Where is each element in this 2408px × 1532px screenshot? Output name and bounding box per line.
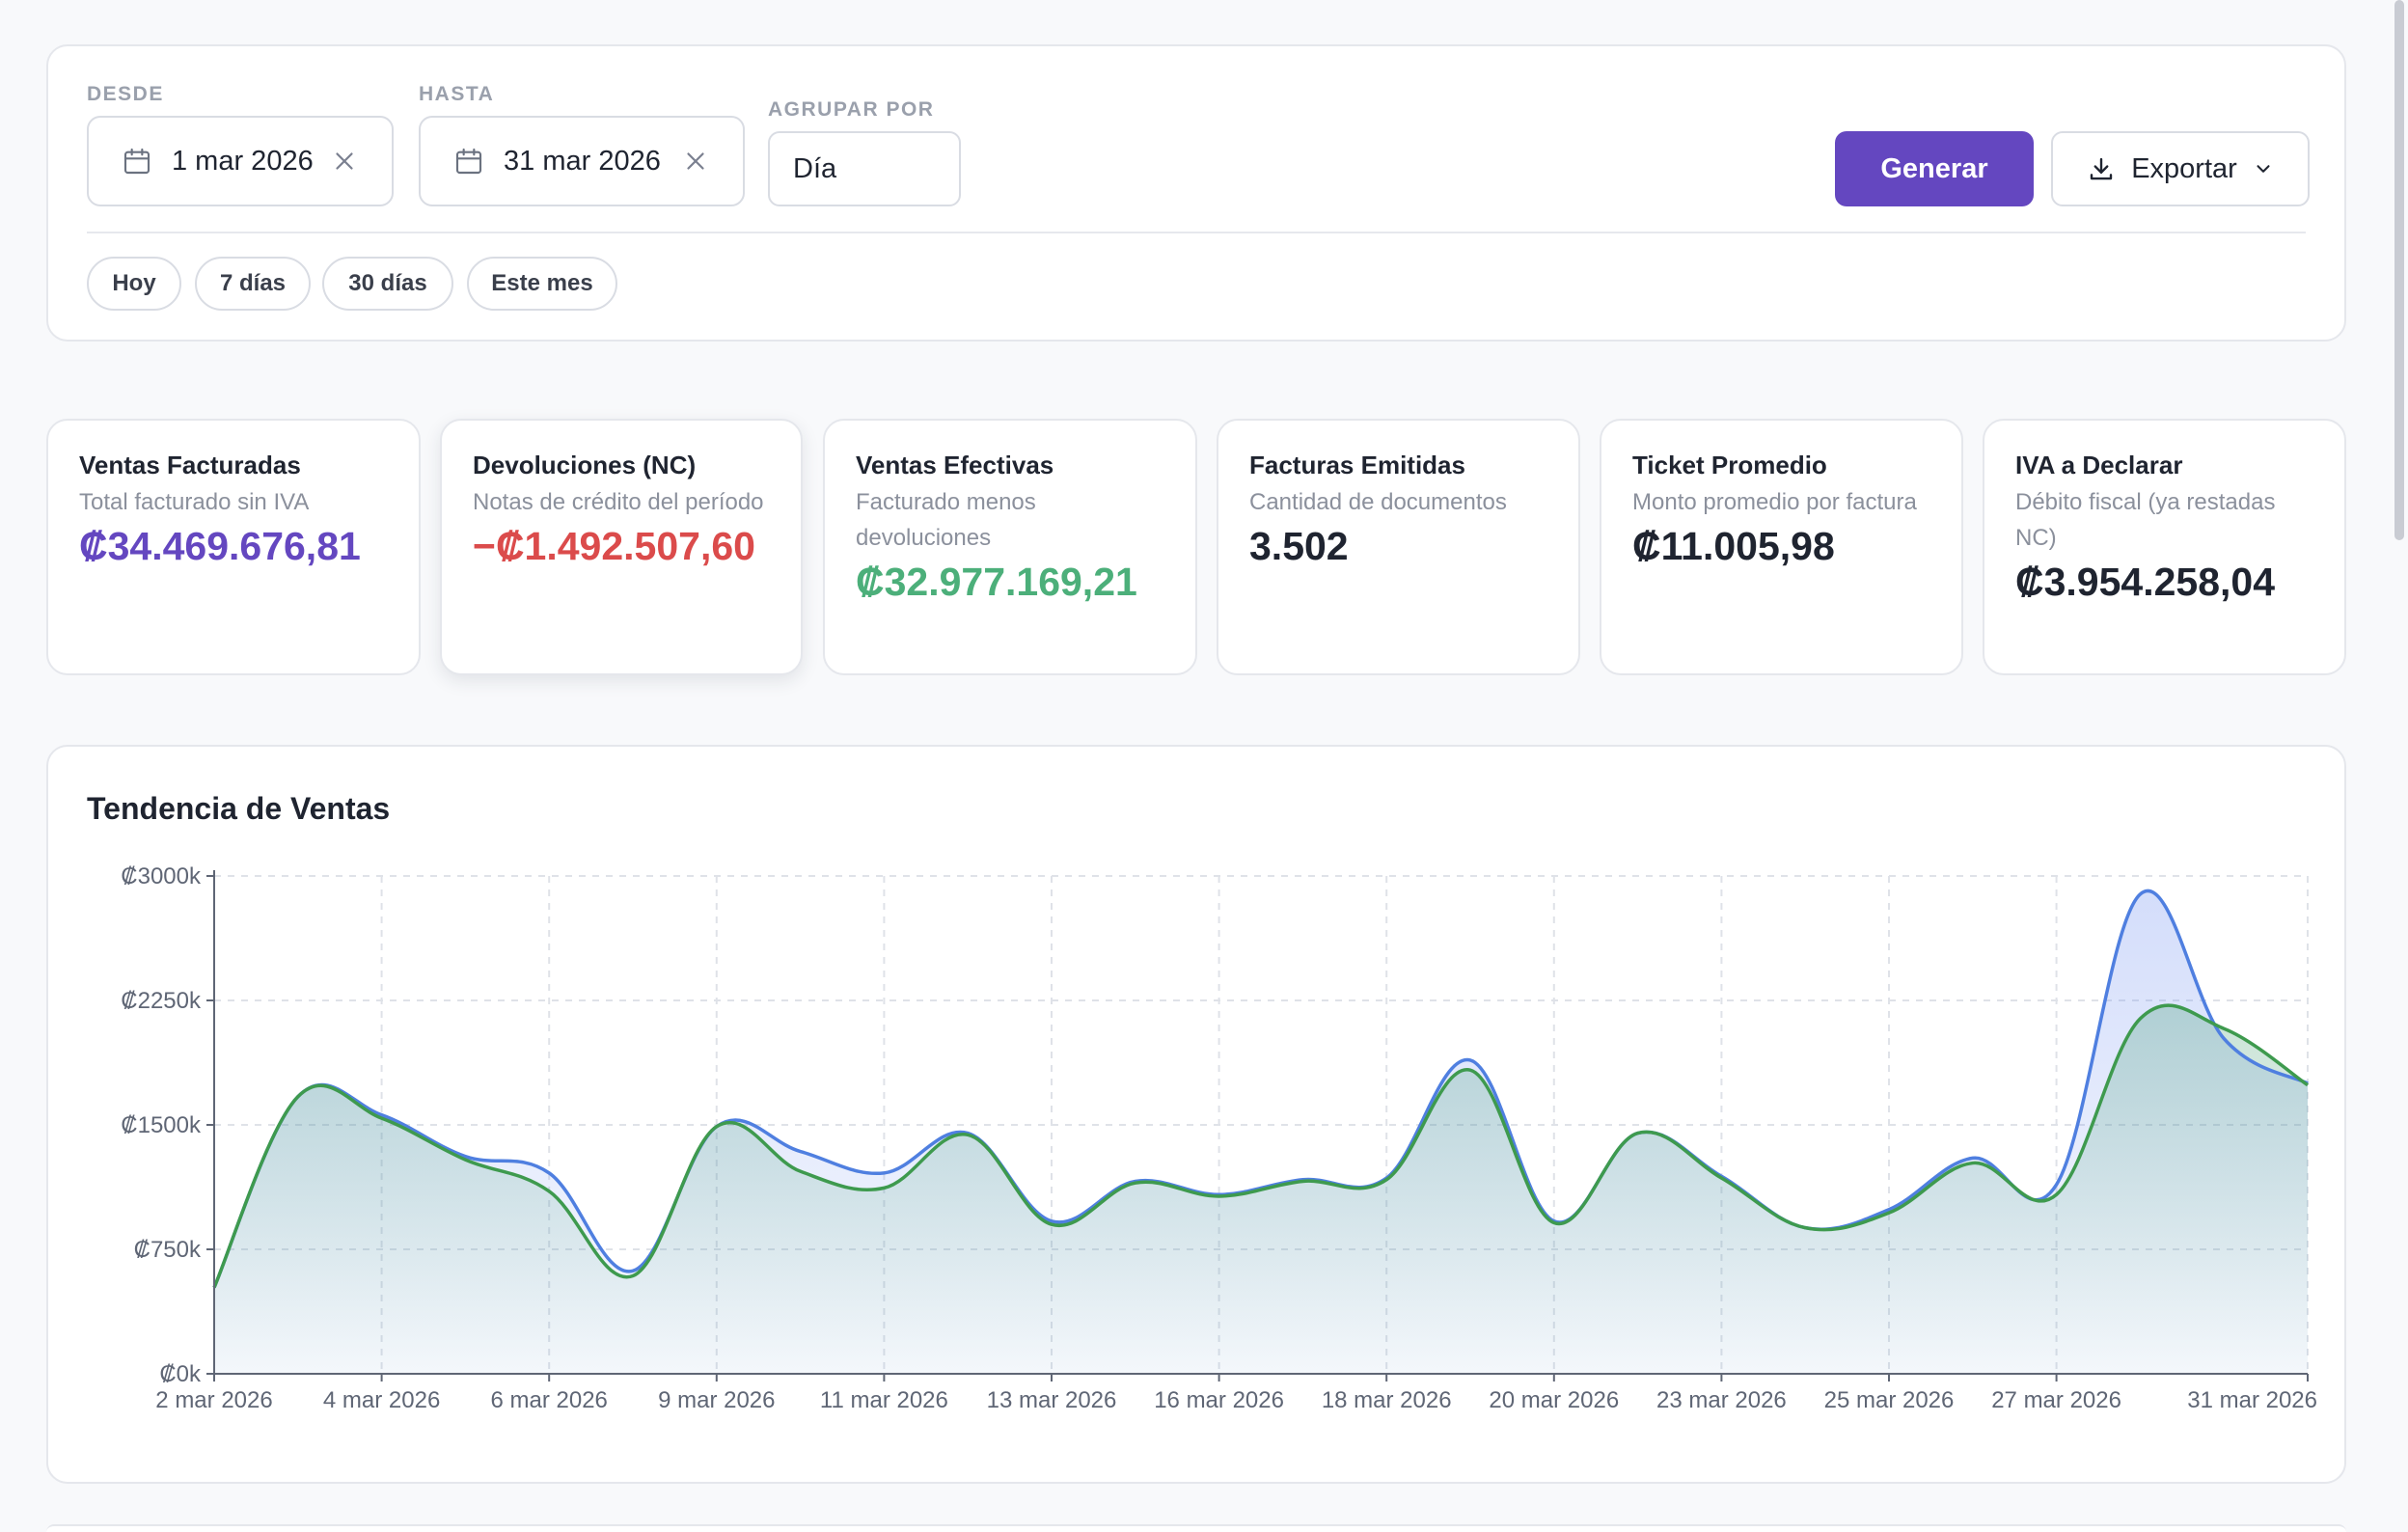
kpi-title: Ticket Promedio xyxy=(1632,451,1827,479)
x-tick-label: 6 mar 2026 xyxy=(490,1387,607,1413)
x-tick-label: 27 mar 2026 xyxy=(1991,1387,2121,1413)
y-tick-label: ₡1500k xyxy=(121,1112,202,1138)
series-green-area xyxy=(214,1005,2308,1374)
quick-range-7-days[interactable]: 7 días xyxy=(195,257,311,311)
kpi-value: ₡32.977.169,21 xyxy=(856,560,1137,604)
kpi-value: ₡3.954.258,04 xyxy=(2015,560,2276,604)
y-tick-label: ₡3000k xyxy=(121,863,202,889)
kpi-card-facturas-emitidas: Facturas Emitidas Cantidad de documentos… xyxy=(1217,419,1580,675)
calendar-icon xyxy=(123,148,150,175)
group-by-select[interactable]: Día xyxy=(768,131,961,206)
clear-from-date-icon[interactable] xyxy=(330,147,359,176)
calendar-icon xyxy=(455,148,482,175)
kpi-subtitle: Total facturado sin IVA xyxy=(79,489,310,515)
quick-range-this-month[interactable]: Este mes xyxy=(467,257,617,311)
y-tick-label: ₡750k xyxy=(134,1237,202,1263)
x-tick-label: 25 mar 2026 xyxy=(1824,1387,1955,1413)
x-tick-label: 20 mar 2026 xyxy=(1489,1387,1619,1413)
y-tick-label: ₡0k xyxy=(159,1361,202,1387)
y-tick-label: ₡2250k xyxy=(121,988,202,1014)
x-tick-label: 2 mar 2026 xyxy=(155,1387,272,1413)
kpi-title: Ventas Efectivas xyxy=(856,451,1054,479)
sales-trend-card: Tendencia de Ventas ₡0k ₡750k ₡1500k ₡2250k… xyxy=(46,745,2346,1484)
kpi-card-ticket-promedio: Ticket Promedio Monto promedio por factu… xyxy=(1600,419,1963,675)
kpi-title: IVA a Declarar xyxy=(2015,451,2183,479)
kpi-subtitle: Cantidad de documentos xyxy=(1249,489,1507,515)
export-button[interactable]: Exportar xyxy=(2051,131,2310,206)
to-label: HASTA xyxy=(419,83,495,105)
kpi-card-devoluciones: Devoluciones (NC) Notas de crédito del p… xyxy=(440,419,803,675)
kpi-card-ventas-facturadas: Ventas Facturadas Total facturado sin IV… xyxy=(46,419,421,675)
x-tick-label: 11 mar 2026 xyxy=(820,1387,948,1413)
chevron-down-icon xyxy=(2257,165,2270,173)
clear-to-date-icon[interactable] xyxy=(681,147,710,176)
from-date-input[interactable]: 1 mar 2026 xyxy=(87,116,394,206)
kpi-title: Devoluciones (NC) xyxy=(473,451,697,479)
kpi-value: 3.502 xyxy=(1249,524,1349,568)
export-label: Exportar xyxy=(2131,152,2237,184)
x-tick-label: 13 mar 2026 xyxy=(987,1387,1117,1413)
group-label: AGRUPAR POR xyxy=(768,98,935,121)
x-tick-label: 9 mar 2026 xyxy=(658,1387,775,1413)
to-date-input[interactable]: 31 mar 2026 xyxy=(419,116,745,206)
x-tick-label: 4 mar 2026 xyxy=(323,1387,440,1413)
x-tick-label: 31 mar 2026 xyxy=(2187,1387,2317,1413)
quick-range-today[interactable]: Hoy xyxy=(87,257,181,311)
kpi-subtitle: Notas de crédito del período xyxy=(473,489,764,515)
filter-card: DESDE 1 mar 2026 HASTA 31 mar 2026 AGRUP… xyxy=(46,44,2346,342)
filter-divider xyxy=(87,232,2306,233)
from-date-value: 1 mar 2026 xyxy=(172,145,314,177)
chart-title: Tendencia de Ventas xyxy=(87,791,391,826)
page-scrollbar[interactable] xyxy=(2394,0,2404,540)
download-icon xyxy=(2091,157,2113,180)
quick-range-30-days[interactable]: 30 días xyxy=(322,257,453,311)
kpi-card-ventas-efectivas: Ventas Efectivas Facturado menos devoluc… xyxy=(823,419,1197,675)
x-tick-label: 18 mar 2026 xyxy=(1322,1387,1452,1413)
generate-button[interactable]: Generar xyxy=(1835,131,2034,206)
kpi-value: ₡34.469.676,81 xyxy=(79,524,361,568)
kpi-subtitle: Monto promedio por factura xyxy=(1632,489,1917,515)
to-date-value: 31 mar 2026 xyxy=(504,145,661,177)
kpi-title: Facturas Emitidas xyxy=(1249,451,1465,479)
kpi-value: ₡11.005,98 xyxy=(1632,524,1835,568)
from-label: DESDE xyxy=(87,83,164,105)
sales-trend-chart: ₡0k ₡750k ₡1500k ₡2250k ₡3000k 2 mar 2026 4 ma… xyxy=(121,863,2317,1413)
kpi-title: Ventas Facturadas xyxy=(79,451,301,479)
kpi-value: −₡1.492.507,60 xyxy=(473,524,755,568)
series-green-line xyxy=(212,1003,2309,1289)
next-card-edge xyxy=(46,1524,2346,1532)
x-tick-label: 16 mar 2026 xyxy=(1154,1387,1284,1413)
kpi-subtitle: Débito fiscal (ya restadas NC) xyxy=(2015,489,2276,551)
kpi-card-iva-declarar: IVA a Declarar Débito fiscal (ya restada… xyxy=(1983,419,2346,675)
x-tick-label: 23 mar 2026 xyxy=(1656,1387,1787,1413)
kpi-subtitle: Facturado menos devoluciones xyxy=(856,489,1036,551)
